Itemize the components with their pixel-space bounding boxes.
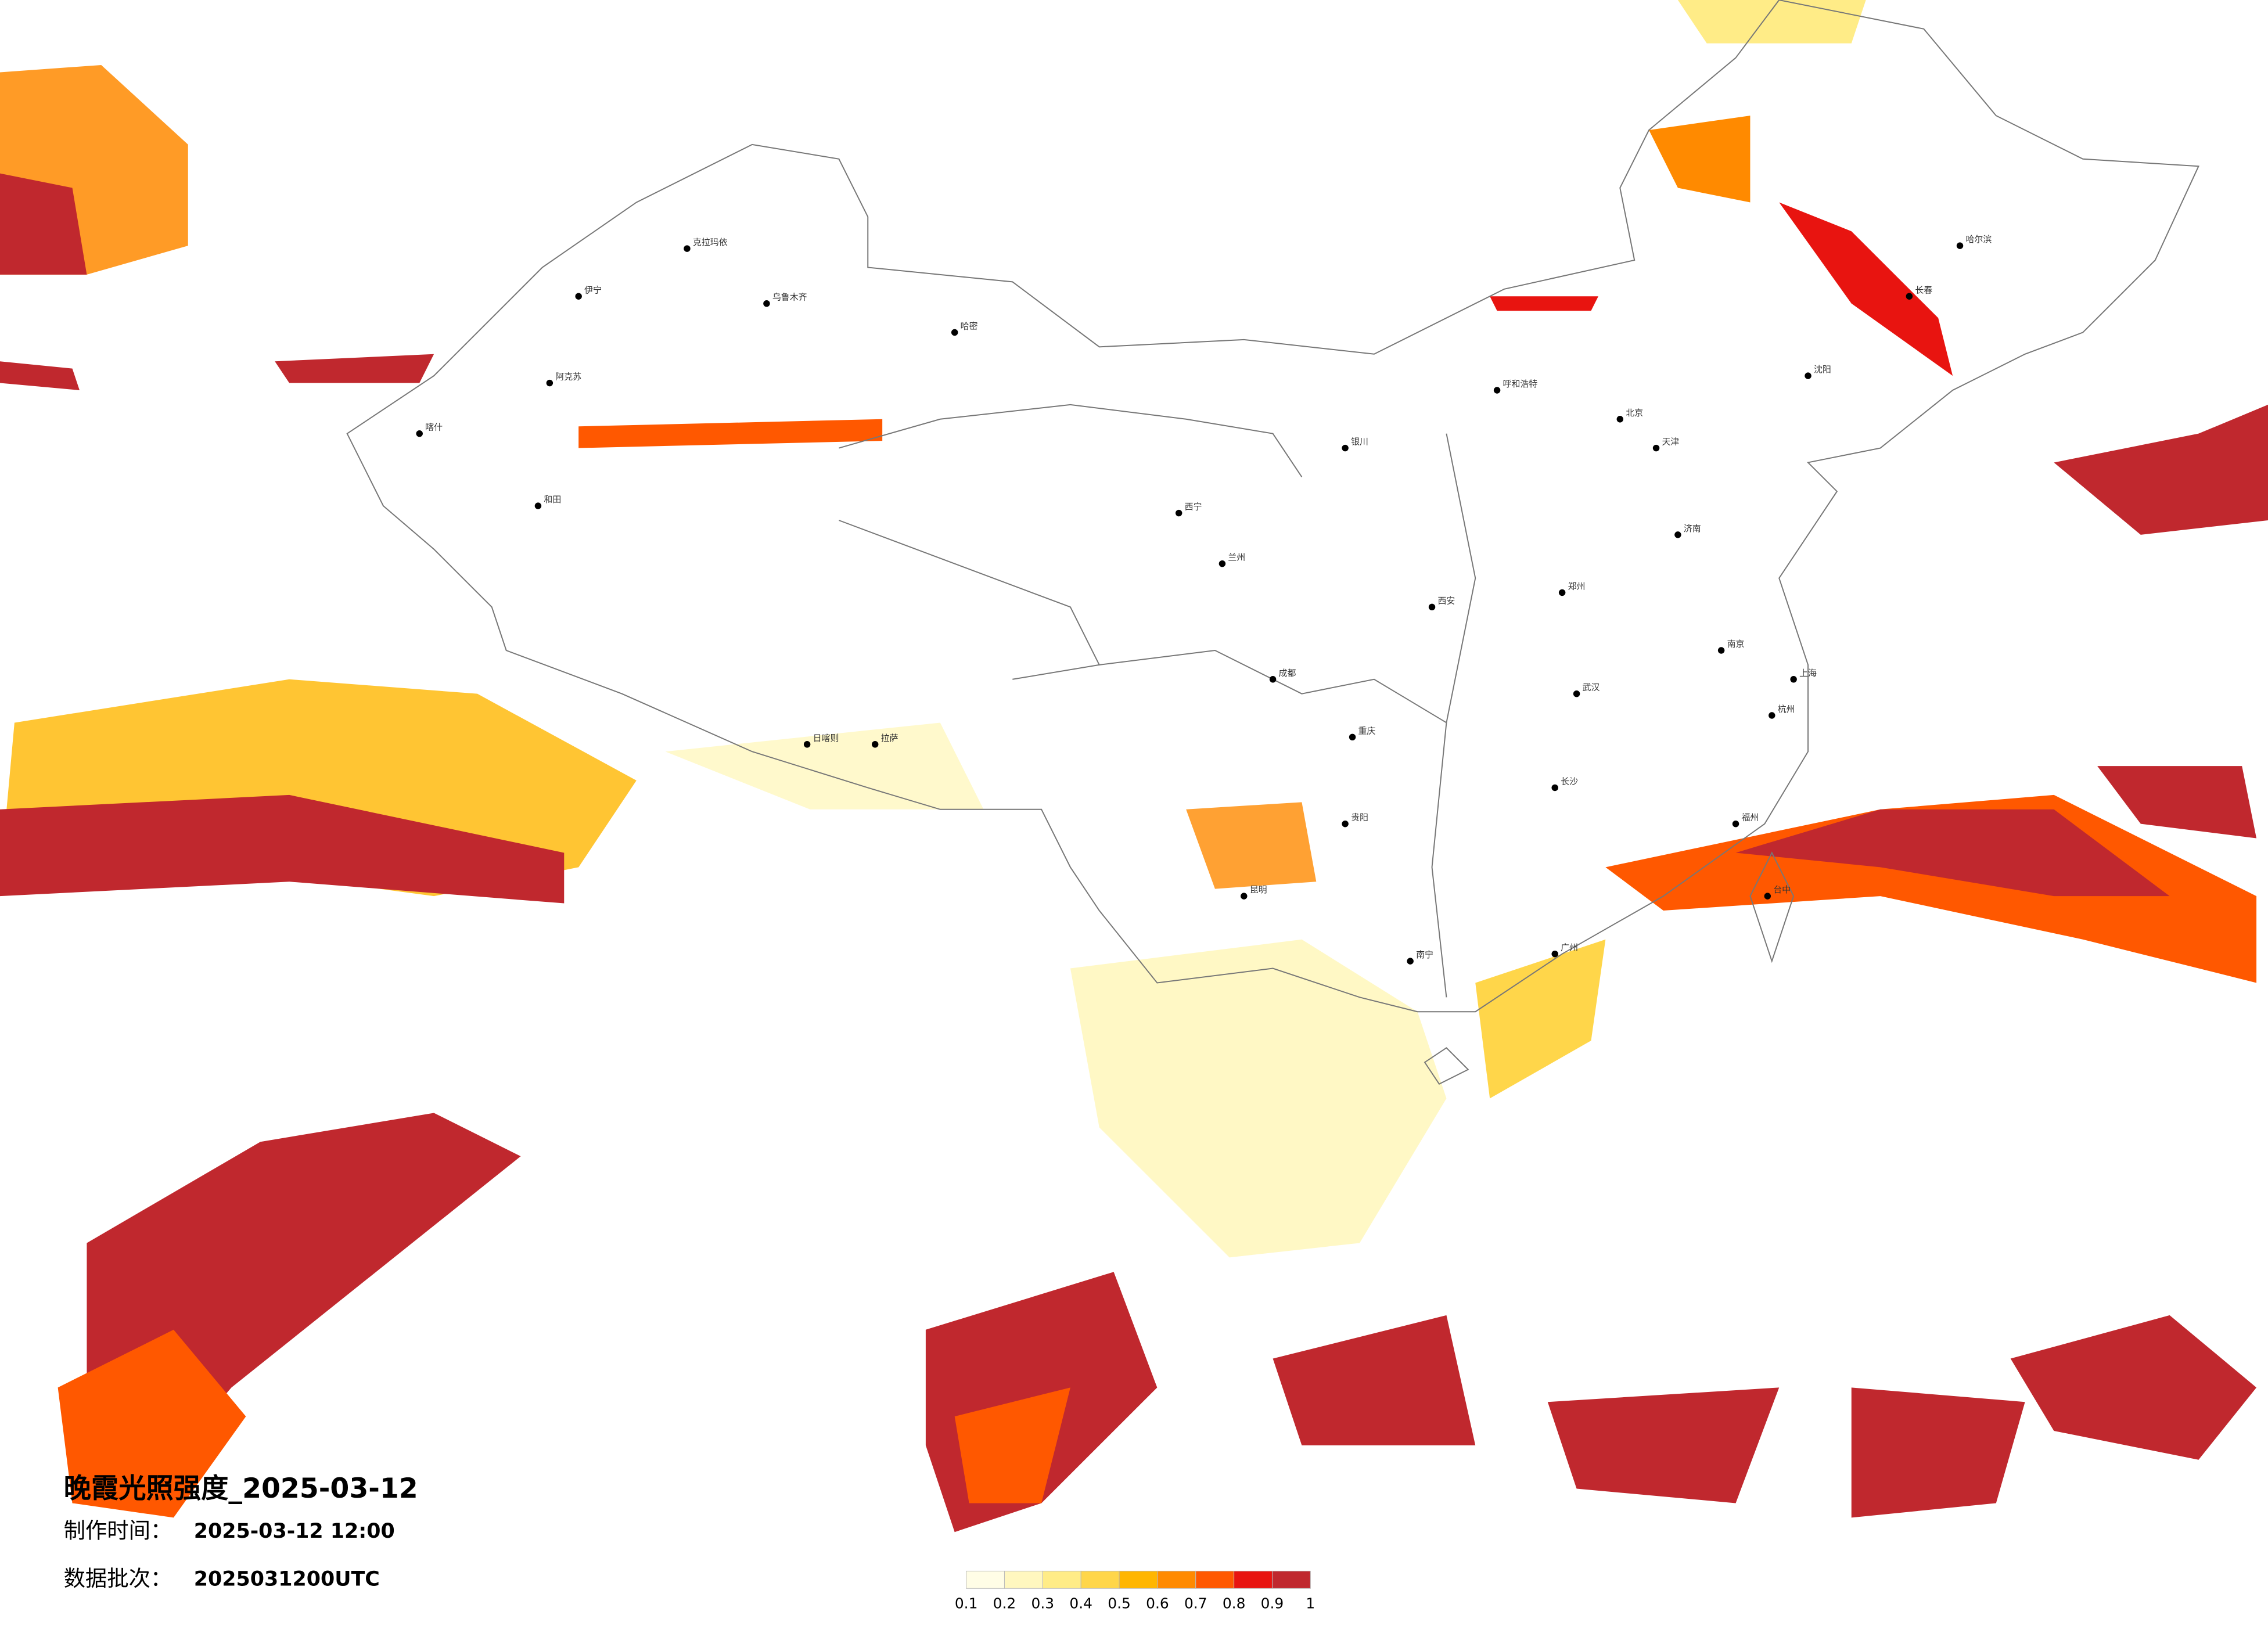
city-label: 喀什	[425, 422, 443, 433]
city-dot	[1906, 293, 1913, 300]
city-dot	[1732, 820, 1739, 828]
legend-swatch	[1157, 1570, 1196, 1589]
batch: 2025031200UTC	[194, 1567, 380, 1591]
city-dot	[1551, 784, 1558, 792]
city-dot	[1674, 531, 1681, 538]
city-label: 杭州	[1778, 704, 1795, 714]
made-time: 2025-03-12 12:00	[194, 1520, 395, 1543]
legend-swatch	[1271, 1570, 1311, 1589]
city-dot	[1558, 589, 1566, 596]
city-label: 贵阳	[1351, 812, 1368, 823]
legend-swatch	[1042, 1570, 1081, 1589]
city-label: 兰州	[1228, 552, 1245, 563]
legend-tick-label: 0.2	[993, 1595, 1016, 1612]
legend-swatch	[966, 1570, 1005, 1589]
legend-swatch	[1004, 1570, 1043, 1589]
city-label: 沈阳	[1814, 364, 1831, 375]
city-label: 克拉玛依	[693, 237, 728, 247]
city-dot	[763, 300, 770, 307]
city-dot	[1805, 372, 1811, 379]
city-label: 长沙	[1561, 776, 1578, 786]
legend: 0.1 0.2 0.3 0.4 0.5 0.6 0.7 0.8 0.9 1	[955, 1570, 1315, 1612]
city-label: 阿克苏	[555, 372, 581, 382]
city-label: 天津	[1662, 437, 1680, 447]
info: 晚霞光照强度_2025-03-12 制作时间： 2025-03-12 12:00…	[64, 1473, 418, 1591]
city-label: 台中	[1773, 884, 1791, 895]
city-dot	[1241, 893, 1248, 900]
city-label: 北京	[1626, 408, 1643, 418]
city-label: 郑州	[1568, 581, 1586, 591]
city-label: 长春	[1915, 285, 1932, 295]
city-label: 上海	[1799, 668, 1817, 678]
city-label: 和田	[544, 494, 561, 505]
city-dot	[1428, 603, 1436, 611]
legend-tick-label: 0.7	[1184, 1595, 1207, 1612]
city-label: 福州	[1741, 812, 1759, 823]
city-dot	[1407, 958, 1414, 965]
city-dot	[1652, 444, 1660, 452]
legend-tick-label: 0.1	[955, 1595, 978, 1612]
city-label: 成都	[1279, 668, 1296, 678]
legend-swatch	[1195, 1570, 1235, 1589]
city-dot	[1769, 712, 1775, 719]
city-dot	[1175, 509, 1182, 517]
city-label: 南京	[1727, 639, 1745, 649]
legend-tick-label: 0.5	[1108, 1595, 1131, 1612]
city-label: 哈密	[961, 321, 978, 331]
city-dot	[1342, 444, 1349, 452]
city-label: 西安	[1437, 595, 1455, 606]
city-label: 重庆	[1358, 725, 1376, 736]
batch-label: 数据批次：	[64, 1566, 172, 1591]
city-dot	[871, 741, 879, 748]
city-dot	[1219, 560, 1226, 567]
heat-areas	[0, 0, 2268, 1533]
city-label: 昆明	[1250, 884, 1267, 895]
city-dot	[1616, 416, 1624, 423]
legend-tick-label: 0.3	[1031, 1595, 1055, 1612]
city-label: 西宁	[1185, 502, 1202, 512]
city-dot	[951, 329, 958, 336]
city-label: 呼和浩特	[1503, 379, 1538, 389]
title: 晚霞光照强度_2025-03-12	[64, 1473, 418, 1505]
city-dot	[1269, 676, 1277, 683]
legend-tick-label: 0.4	[1069, 1595, 1092, 1612]
city-dot	[1551, 950, 1558, 958]
city-label: 乌鲁木齐	[772, 292, 807, 303]
city-label: 拉萨	[881, 733, 898, 743]
city-dot	[546, 379, 553, 387]
legend-swatch	[1080, 1570, 1120, 1589]
legend-tick-label: 0.9	[1261, 1595, 1284, 1612]
legend-tick-label: 0.8	[1223, 1595, 1246, 1612]
city-label: 银川	[1351, 437, 1368, 447]
city-dot	[1956, 242, 1964, 249]
city-dot	[1342, 820, 1349, 828]
city-label: 武汉	[1583, 682, 1600, 693]
city-dot	[1349, 733, 1356, 741]
city-label: 济南	[1684, 523, 1701, 534]
city-dot	[575, 293, 582, 300]
legend-tick-label: 0.6	[1146, 1595, 1169, 1612]
city-dot	[1717, 647, 1725, 654]
city-dot	[534, 502, 542, 509]
city-dot	[803, 741, 811, 748]
made-label: 制作时间：	[64, 1518, 172, 1544]
borders	[346, 0, 2199, 1085]
city-label: 哈尔滨	[1965, 234, 1992, 244]
city-dot	[1790, 676, 1797, 683]
legend-tick-label: 1	[1306, 1595, 1315, 1612]
city-dot	[1493, 387, 1501, 394]
city-dot	[684, 245, 691, 252]
city-dot	[416, 430, 423, 437]
city-label: 南宁	[1416, 949, 1433, 960]
legend-swatch	[1119, 1570, 1158, 1589]
city-dot	[1573, 690, 1580, 697]
city-dot	[1764, 893, 1771, 900]
city-label: 伊宁	[584, 285, 602, 295]
legend-swatch	[1234, 1570, 1273, 1589]
city-label: 广州	[1561, 942, 1578, 953]
city-label: 日喀则	[813, 733, 839, 743]
